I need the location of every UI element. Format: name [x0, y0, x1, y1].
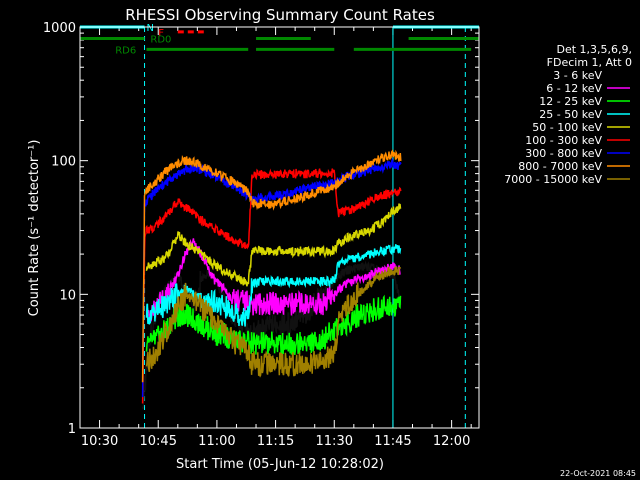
y-axis-label: Count Rate (s⁻¹ detector⁻¹)	[27, 140, 42, 317]
x-tick-label: 10:45	[140, 434, 177, 449]
chart-title: RHESSI Observing Summary Count Rates	[125, 6, 435, 24]
y-tick-labels: 1 10 100 1000	[43, 21, 76, 437]
series-line-2	[145, 294, 402, 356]
series-line-3	[145, 244, 402, 327]
legend-entry-1: 6 - 12 keV	[546, 82, 602, 95]
legend-entry-5: 100 - 300 keV	[525, 134, 602, 147]
legend-entry-6: 300 - 800 keV	[525, 147, 602, 160]
x-tick-label: 11:45	[374, 434, 411, 449]
x-tick-labels: 10:30 10:45 11:00 11:15 11:30 11:45 12:00	[81, 434, 471, 449]
flag-label-2: RD0	[150, 35, 171, 46]
legend-entry-4: 50 - 100 keV	[532, 121, 602, 134]
x-tick-label: 11:30	[316, 434, 353, 449]
legend-entry-2: 12 - 25 keV	[539, 95, 602, 108]
flag-label-3: RD6	[115, 45, 136, 56]
series-line-7	[141, 149, 402, 383]
y-tick-label: 1	[68, 422, 76, 437]
series-line-8	[145, 266, 402, 378]
x-tick-label: 11:15	[257, 434, 294, 449]
flag-label-0: N	[147, 23, 154, 34]
series-line-5	[141, 168, 402, 404]
legend: Det 1,3,5,6,9,FDecim 1, Att 03 - 6 keV6 …	[504, 43, 632, 186]
y-tick-label: 10	[59, 288, 76, 303]
legend-header-1: FDecim 1, Att 0	[547, 56, 632, 69]
plot-frame	[79, 26, 480, 429]
legend-header-0: Det 1,3,5,6,9,	[556, 43, 632, 56]
x-tick-label: 11:00	[198, 434, 235, 449]
series-line-4	[145, 203, 402, 287]
legend-entry-7: 800 - 7000 keV	[518, 160, 602, 173]
legend-entry-8: 7000 - 15000 keV	[504, 173, 602, 186]
legend-entry-3: 25 - 50 keV	[539, 108, 602, 121]
flag-label-1: F	[158, 28, 164, 39]
x-tick-label: 10:30	[81, 434, 118, 449]
y-tick-label: 100	[51, 155, 76, 170]
y-tick-label: 1000	[43, 21, 76, 36]
footer-date: 22-Oct-2021 08:45	[560, 469, 636, 478]
x-axis-label: Start Time (05-Jun-12 10:28:02)	[176, 457, 384, 472]
legend-entry-0: 3 - 6 keV	[553, 69, 602, 82]
x-tick-label: 12:00	[433, 434, 470, 449]
